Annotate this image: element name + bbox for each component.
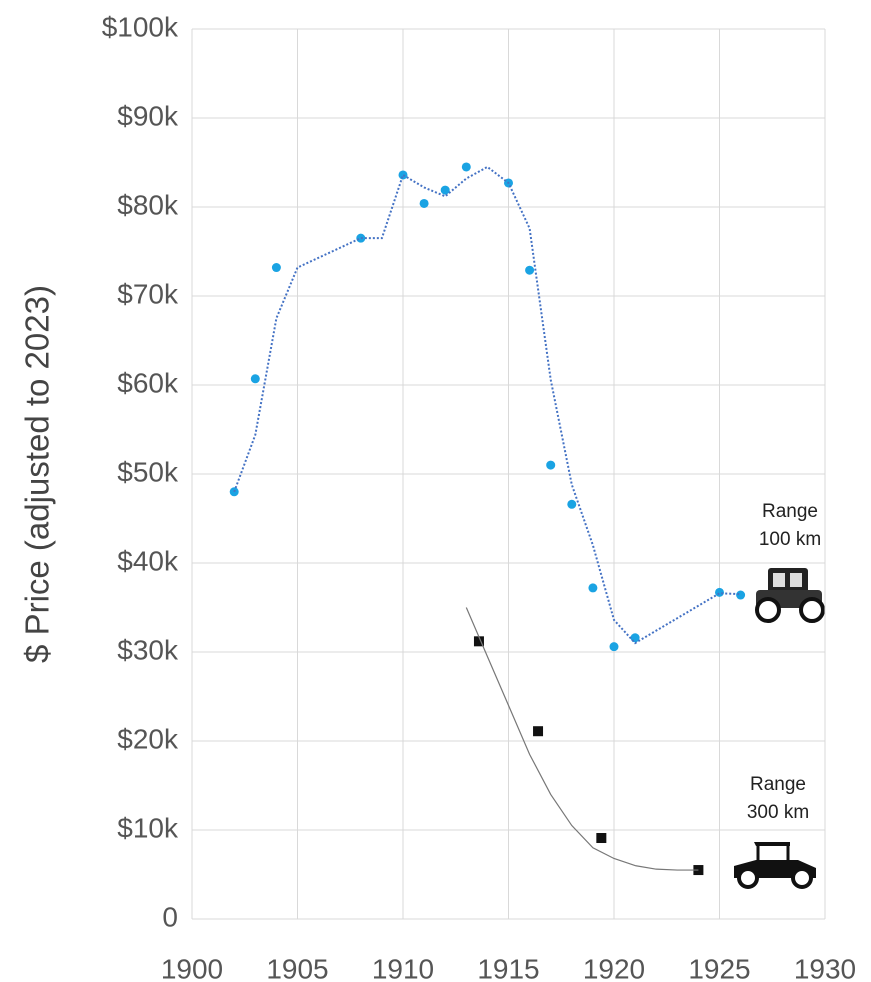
y-tick-label: $60k: [117, 367, 179, 398]
marker: [525, 265, 535, 275]
marker: [588, 583, 598, 593]
x-tick-label: 1900: [161, 953, 223, 982]
annotation: Range: [750, 774, 806, 795]
trend-line: [465, 607, 699, 871]
x-tick-label: 1930: [794, 953, 856, 982]
marker: [461, 162, 471, 172]
marker: [356, 233, 366, 243]
marker: [736, 590, 746, 600]
marker: [440, 185, 450, 195]
car-300km: [734, 842, 816, 889]
marker: [567, 499, 577, 509]
marker: [533, 726, 544, 737]
y-tick-label: $30k: [117, 634, 179, 665]
marker: [398, 170, 408, 180]
marker: [609, 642, 619, 652]
x-tick-label: 1910: [372, 953, 434, 982]
x-tick-label: 1905: [266, 953, 328, 982]
x-tick-label: 1920: [583, 953, 645, 982]
annotation: 300 km: [747, 802, 809, 823]
marker: [596, 833, 607, 844]
y-tick-label: $80k: [117, 189, 179, 220]
plot: 0 $10k $20k $30k $40k $50k $60k $70k $80k $90k $10…: [102, 11, 856, 982]
marker: [715, 587, 724, 597]
y-tick-label: $40k: [117, 545, 179, 576]
annotation: Range: [762, 501, 818, 522]
y-tick-label: 0: [162, 901, 178, 932]
marker: [271, 263, 281, 273]
marker: [250, 374, 260, 384]
trend-line: [233, 165, 741, 645]
y-tick-label: $70k: [117, 278, 179, 309]
marker: [546, 460, 556, 470]
y-tick-label: $90k: [117, 100, 179, 131]
annotation: 100 km: [759, 529, 821, 550]
car-100km: [755, 568, 825, 623]
y-tick-label: $10k: [117, 812, 179, 843]
y-axis-title: $ Price (adjusted to 2023): [19, 285, 56, 663]
y-tick-label: $100k: [102, 11, 179, 42]
y-tick-label: $20k: [117, 723, 179, 754]
y-tick-label: $50k: [117, 456, 179, 487]
x-tick-label: 1925: [688, 953, 750, 982]
x-tick-label: 1915: [477, 953, 539, 982]
marker: [419, 198, 429, 208]
marker: [473, 636, 484, 647]
